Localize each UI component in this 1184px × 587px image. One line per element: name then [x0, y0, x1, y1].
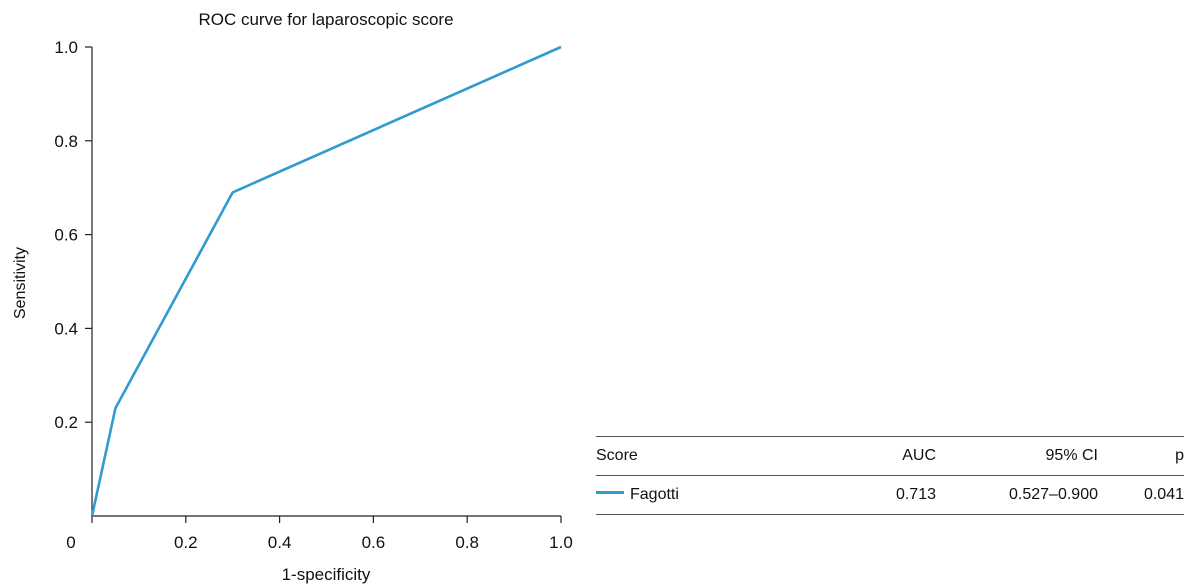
x-tick-label: 1.0	[549, 533, 573, 552]
y-tick-label: 0.4	[54, 319, 78, 338]
x-tick-label: 0	[66, 533, 75, 552]
series-name: Fagotti	[630, 486, 679, 503]
y-axis-label: Sensitivity	[12, 247, 29, 319]
ci-cell: 0.527–0.900	[1009, 486, 1098, 503]
x-axis-label: 1-specificity	[282, 565, 371, 584]
p-cell: 0.041	[1143, 486, 1184, 503]
y-tick-label: 1.0	[54, 38, 78, 57]
header-score: Score	[596, 447, 638, 464]
legend-line-swatch	[596, 491, 624, 495]
y-tick-label: 0.8	[54, 132, 78, 151]
x-tick-label: 0.8	[455, 533, 479, 552]
table-row: Fagotti 0.713 0.527–0.900 0.041	[596, 476, 1184, 515]
y-tick-label: 0.2	[54, 413, 78, 432]
header-ci: 95% CI	[1045, 447, 1098, 464]
x-tick-label: 0.6	[362, 533, 386, 552]
y-tick-label: 0.6	[54, 226, 78, 245]
plot-area	[90, 45, 562, 517]
header-p: p	[1175, 447, 1184, 464]
x-tick-label: 0.2	[174, 533, 198, 552]
roc-chart: ROC curve for laparoscopic score Sensiti…	[12, 10, 573, 584]
roc-series-line	[90, 45, 562, 517]
chart-title: ROC curve for laparoscopic score	[198, 10, 453, 29]
legend-table-header-row: Score AUC 95% CI p	[596, 436, 1184, 476]
legend-table: Score AUC 95% CI p Fagotti 0.713 0.527–0…	[596, 436, 1184, 515]
axes: 0 0.2 0.4 0.6 0.8 1.0 0.2 0.4 0.6 0.8 1.0	[54, 38, 572, 552]
auc-cell: 0.713	[895, 486, 936, 503]
header-auc: AUC	[902, 447, 936, 464]
score-cell: Fagotti	[596, 476, 854, 515]
x-tick-label: 0.4	[268, 533, 292, 552]
